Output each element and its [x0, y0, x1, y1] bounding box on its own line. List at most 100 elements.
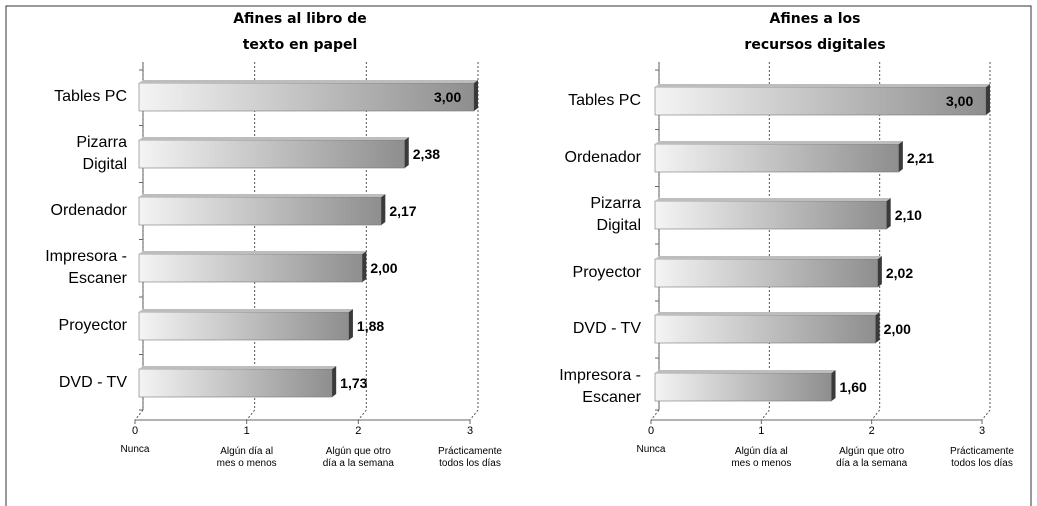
bar: [138, 366, 337, 398]
bar: [138, 137, 409, 169]
x-tick-description: Nunca: [120, 444, 150, 455]
category-label: Proyector: [572, 264, 641, 281]
x-tick-description: Nunca: [636, 444, 666, 455]
grid-line: [357, 62, 367, 421]
bar-side: [362, 251, 367, 282]
bar-top: [139, 194, 386, 197]
category-label: Ordenador: [564, 149, 642, 166]
bar: [138, 80, 478, 112]
x-tick-label: 2: [355, 425, 362, 437]
bar-top: [655, 198, 891, 201]
value-label: 2,38: [412, 146, 441, 162]
grid-line: [134, 62, 144, 421]
x-tick-description: Prácticamente todos los días: [950, 446, 1014, 469]
bar-side: [381, 194, 386, 225]
value-label: 3,00: [434, 89, 462, 105]
bar-side: [404, 137, 409, 168]
bar: [138, 194, 386, 226]
category-label: Ordenador: [50, 202, 128, 219]
bar-top: [139, 137, 409, 140]
value-label: 2,02: [885, 265, 914, 281]
x-tick-description: Algún que otro día a la semana: [322, 446, 394, 469]
bar-face: [654, 143, 900, 173]
bar: [654, 256, 882, 288]
bar: [654, 141, 903, 173]
bar-face: [138, 253, 363, 283]
value-label: 2,10: [894, 207, 922, 223]
value-label: 1,73: [340, 375, 368, 391]
value-label: 2,00: [883, 321, 911, 337]
bar-top: [139, 366, 337, 369]
bar-top: [655, 312, 880, 315]
value-label: 2,17: [389, 203, 417, 219]
bar-face: [654, 200, 887, 230]
bar-top: [139, 80, 478, 83]
category-label: DVD - TV: [572, 320, 641, 337]
bar-side: [898, 141, 903, 172]
bar: [654, 312, 880, 344]
bar-side: [332, 366, 337, 397]
value-label: 1,88: [356, 318, 385, 334]
x-tick-label: 3: [978, 425, 986, 437]
bar-side: [986, 84, 990, 115]
bar: [138, 309, 353, 341]
category-label: DVD - TV: [58, 374, 127, 391]
value-label: 1,60: [839, 379, 867, 395]
bar-top: [655, 141, 903, 144]
bar: [138, 251, 367, 283]
bar-side: [875, 312, 880, 343]
x-tick-label: 3: [466, 425, 474, 437]
bar-face: [138, 82, 475, 112]
x-tick-label: 0: [131, 425, 139, 437]
x-tick-label: 1: [243, 425, 250, 437]
bar-side: [348, 309, 353, 340]
bar: [654, 198, 891, 230]
x-tick-description: Prácticamente todos los días: [438, 446, 502, 469]
bar-top: [655, 370, 836, 373]
value-label: 2,00: [370, 260, 398, 276]
bar-side: [877, 256, 882, 287]
category-label: Impresora - Escaner: [559, 367, 641, 406]
bar-top: [655, 256, 882, 259]
bar-face: [654, 86, 987, 116]
category-label: Tables PC: [568, 92, 641, 109]
category-label: Proyector: [58, 317, 127, 334]
bar-side: [831, 370, 836, 401]
x-tick-description: Algún que otro día a la semana: [836, 446, 908, 469]
category-label: Pizarra Digital: [76, 134, 127, 173]
bar-side: [886, 198, 891, 229]
x-tick-description: Algún día al mes o menos: [216, 446, 277, 469]
category-label: Impresora - Escaner: [45, 248, 127, 287]
bar-face: [138, 139, 406, 169]
bar-face: [138, 368, 333, 398]
chart-title: Afines a los recursos digitales: [744, 11, 886, 53]
bar: [654, 370, 836, 402]
bar-side: [474, 80, 478, 111]
value-label: 3,00: [946, 93, 974, 109]
bar: [654, 84, 990, 116]
grid-line: [246, 62, 256, 421]
value-label: 2,21: [906, 150, 935, 166]
bar-face: [654, 314, 876, 344]
bar-face: [138, 196, 382, 226]
grid-line: [981, 62, 991, 421]
chart-title: Afines al libro de texto en papel: [233, 11, 367, 53]
x-tick-description: Algún día al mes o menos: [731, 446, 792, 469]
x-tick-label: 1: [758, 425, 765, 437]
bar-face: [654, 372, 832, 402]
bar-top: [139, 309, 353, 312]
bar-top: [139, 251, 367, 254]
x-tick-label: 2: [868, 425, 875, 437]
border: [5, 5, 1032, 506]
grid-line: [650, 62, 660, 421]
category-label: Pizarra Digital: [590, 195, 641, 234]
grid-line: [469, 62, 479, 421]
grid-line: [760, 62, 770, 421]
x-tick-label: 0: [647, 425, 655, 437]
bar-face: [654, 258, 879, 288]
category-label: Tables PC: [54, 88, 127, 105]
grid-line: [871, 62, 881, 421]
bar-top: [655, 84, 990, 87]
